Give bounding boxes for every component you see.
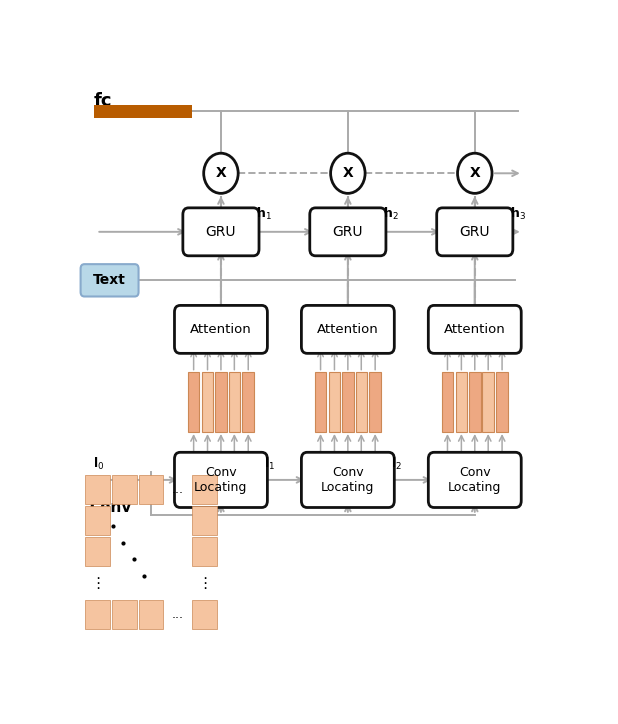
FancyBboxPatch shape: [138, 599, 163, 628]
FancyBboxPatch shape: [342, 372, 353, 432]
FancyBboxPatch shape: [329, 372, 340, 432]
FancyBboxPatch shape: [112, 475, 137, 504]
FancyBboxPatch shape: [112, 599, 137, 628]
Text: GRU: GRU: [332, 225, 363, 239]
FancyBboxPatch shape: [483, 372, 494, 432]
Text: $\mathbf{l}_2$: $\mathbf{l}_2$: [391, 456, 402, 472]
FancyBboxPatch shape: [355, 372, 367, 432]
Circle shape: [457, 153, 492, 193]
Circle shape: [204, 153, 238, 193]
FancyBboxPatch shape: [455, 372, 467, 432]
FancyBboxPatch shape: [201, 372, 213, 432]
FancyBboxPatch shape: [192, 506, 217, 535]
Text: GRU: GRU: [460, 225, 490, 239]
Text: X: X: [342, 167, 353, 180]
FancyBboxPatch shape: [229, 372, 240, 432]
FancyBboxPatch shape: [94, 105, 192, 117]
FancyBboxPatch shape: [370, 372, 381, 432]
FancyBboxPatch shape: [192, 475, 217, 504]
FancyBboxPatch shape: [310, 208, 386, 256]
FancyBboxPatch shape: [80, 264, 138, 297]
Text: ⋮: ⋮: [197, 576, 212, 591]
Text: X: X: [216, 167, 226, 180]
FancyBboxPatch shape: [192, 537, 217, 566]
Text: ...: ...: [172, 607, 184, 620]
FancyBboxPatch shape: [192, 599, 217, 628]
Text: ⋮: ⋮: [90, 576, 105, 591]
Text: Conv
Locating: Conv Locating: [194, 466, 248, 494]
FancyBboxPatch shape: [302, 306, 394, 353]
Circle shape: [331, 153, 365, 193]
FancyBboxPatch shape: [442, 372, 453, 432]
Text: GRU: GRU: [206, 225, 236, 239]
FancyBboxPatch shape: [242, 372, 254, 432]
Text: $\mathbf{h}_2$: $\mathbf{h}_2$: [383, 206, 398, 222]
Text: ...: ...: [172, 483, 184, 496]
FancyBboxPatch shape: [302, 452, 394, 508]
FancyBboxPatch shape: [85, 475, 110, 504]
FancyBboxPatch shape: [428, 306, 521, 353]
FancyBboxPatch shape: [183, 208, 259, 256]
Text: $\mathbf{h}_1$: $\mathbf{h}_1$: [256, 206, 271, 222]
FancyBboxPatch shape: [315, 372, 326, 432]
FancyBboxPatch shape: [469, 372, 481, 432]
FancyBboxPatch shape: [174, 452, 268, 508]
Text: Attention: Attention: [444, 323, 506, 336]
Text: Text: Text: [93, 274, 126, 287]
FancyBboxPatch shape: [85, 537, 110, 566]
FancyBboxPatch shape: [138, 475, 163, 504]
FancyBboxPatch shape: [215, 372, 227, 432]
FancyBboxPatch shape: [496, 372, 508, 432]
Text: Conv: Conv: [89, 500, 132, 515]
Text: Conv
Locating: Conv Locating: [321, 466, 375, 494]
Text: $\mathbf{l}_1$: $\mathbf{l}_1$: [264, 456, 275, 472]
FancyBboxPatch shape: [437, 208, 513, 256]
Text: $\mathbf{h}_3$: $\mathbf{h}_3$: [509, 206, 525, 222]
Text: X: X: [470, 167, 480, 180]
FancyBboxPatch shape: [188, 372, 200, 432]
Text: Conv
Locating: Conv Locating: [448, 466, 501, 494]
FancyBboxPatch shape: [85, 506, 110, 535]
FancyBboxPatch shape: [174, 306, 268, 353]
Text: fc: fc: [94, 92, 112, 110]
Text: $\mathbf{l}_0$: $\mathbf{l}_0$: [93, 456, 104, 472]
FancyBboxPatch shape: [85, 599, 110, 628]
Text: Attention: Attention: [190, 323, 252, 336]
Text: Attention: Attention: [317, 323, 379, 336]
FancyBboxPatch shape: [428, 452, 521, 508]
